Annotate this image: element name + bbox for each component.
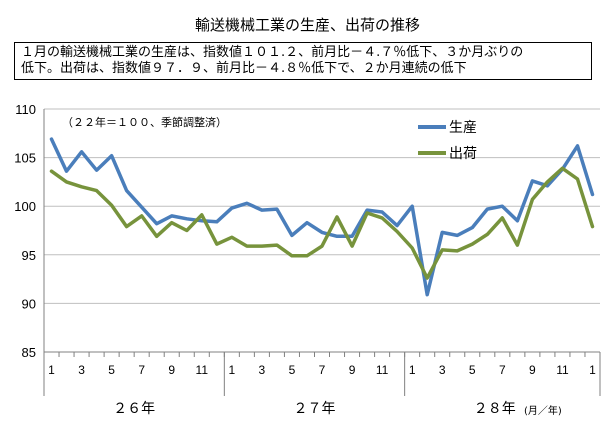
x-tick-labels: 1 3 5 7 9 11 1 3 5 7 9 11 1 3 5 7 9 11 1 [48,363,596,377]
year-label: ２８年 [474,401,516,417]
x-tick-label: 5 [108,363,115,377]
x-tick-label: 3 [439,363,446,377]
series-lines [49,137,595,297]
series-line-2 [49,166,595,280]
y-tick-label: 110 [15,102,36,117]
summary-box: １月の輸送機械工業の生産は、指数値１０１.２、前月比－４.７％低下、３か月ぶりの… [14,42,592,80]
x-tick-label: 9 [168,363,175,377]
x-tick-label: 11 [196,363,209,377]
year-label: ２６年 [113,401,155,417]
summary-line-1: １月の輸送機械工業の生産は、指数値１０１.２、前月比－４.７％低下、３か月ぶりの [21,45,524,60]
year-label: ２７年 [293,401,335,417]
summary-line-2: 低下。出荷は、指数値９７．９、前月比－４.８％低下で、２か月連続の低下 [21,61,467,76]
chart-note: （２２年＝１００、季節調整済） [62,115,227,129]
x-tick-label: 11 [556,363,569,377]
y-tick-label: 105 [14,151,36,166]
x-tick-label: 1 [589,363,596,377]
x-tick-label: 5 [469,363,476,377]
x-tick-label: 7 [138,363,145,377]
x-tick-label: 7 [499,363,506,377]
legend-label-2: 出荷 [449,146,477,162]
x-tick-label: 11 [376,363,389,377]
chart-title: 輸送機械工業の生産、出荷の推移 [194,16,420,34]
x-tick-label: 7 [319,363,326,377]
axes [43,109,601,396]
x-tick-label: 5 [289,363,296,377]
year-labels: ２６年 ２７年 ２８年 [113,401,516,417]
x-tick-label: 1 [409,363,416,377]
legend-label-1: 生産 [449,120,477,136]
y-tick-label: 85 [22,345,36,360]
y-tick-label: 90 [22,296,36,311]
series-line-1 [49,137,595,297]
x-tick-label: 9 [349,363,356,377]
x-tick-label: 3 [259,363,266,377]
unit-label: (月／年) [524,404,562,417]
x-tick-label: 1 [228,363,235,377]
y-tick-labels: 85 90 95 100 105 110 [14,102,36,360]
x-tick-label: 3 [78,363,85,377]
y-tick-label: 95 [22,248,36,263]
x-tick-label: 1 [48,363,55,377]
y-tick-label: 100 [14,199,36,214]
x-tick-label: 9 [529,363,536,377]
